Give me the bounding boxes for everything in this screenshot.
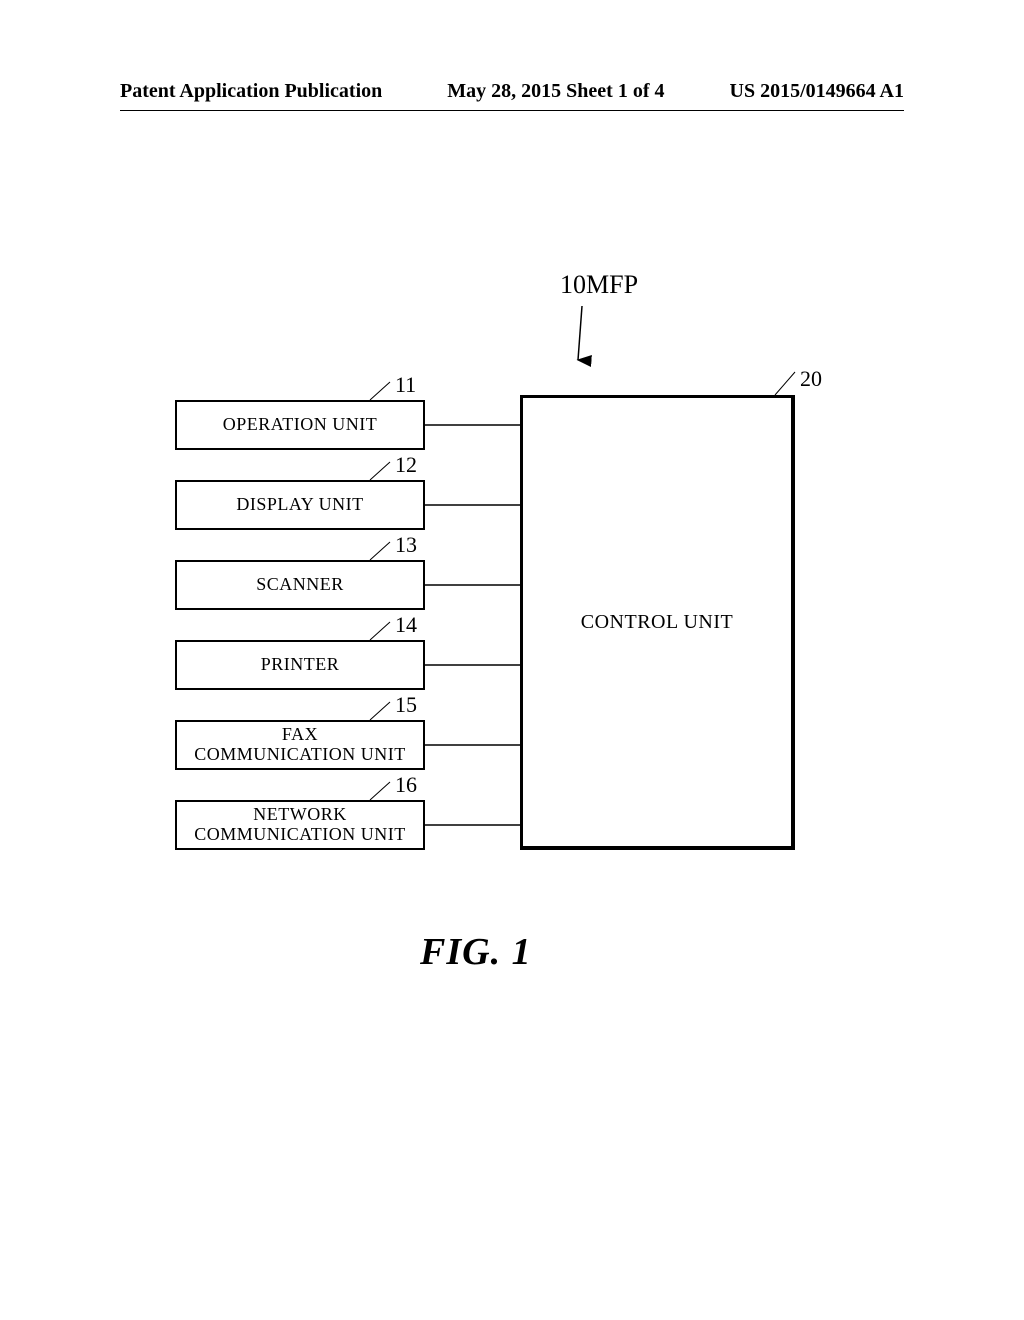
unit-box: NETWORKCOMMUNICATION UNIT	[175, 800, 425, 850]
unit-box: FAXCOMMUNICATION UNIT	[175, 720, 425, 770]
unit-ref-label: 16	[395, 772, 417, 798]
patent-figure-page: Patent Application Publication May 28, 2…	[0, 0, 1024, 1320]
unit-ref-label: 15	[395, 692, 417, 718]
control-unit-ref: 20	[800, 366, 822, 392]
figure-caption: FIG. 1	[420, 930, 532, 974]
diagram-svg	[0, 0, 1024, 1320]
mfp-label: 10MFP	[560, 270, 638, 300]
unit-box: PRINTER	[175, 640, 425, 690]
control-unit-label: CONTROL UNIT	[581, 611, 733, 634]
unit-box: OPERATION UNIT	[175, 400, 425, 450]
unit-box: DISPLAY UNIT	[175, 480, 425, 530]
unit-ref-label: 13	[395, 532, 417, 558]
unit-box: SCANNER	[175, 560, 425, 610]
unit-ref-label: 11	[395, 372, 416, 398]
unit-ref-label: 12	[395, 452, 417, 478]
control-unit-box: CONTROL UNIT	[520, 395, 795, 850]
unit-ref-label: 14	[395, 612, 417, 638]
